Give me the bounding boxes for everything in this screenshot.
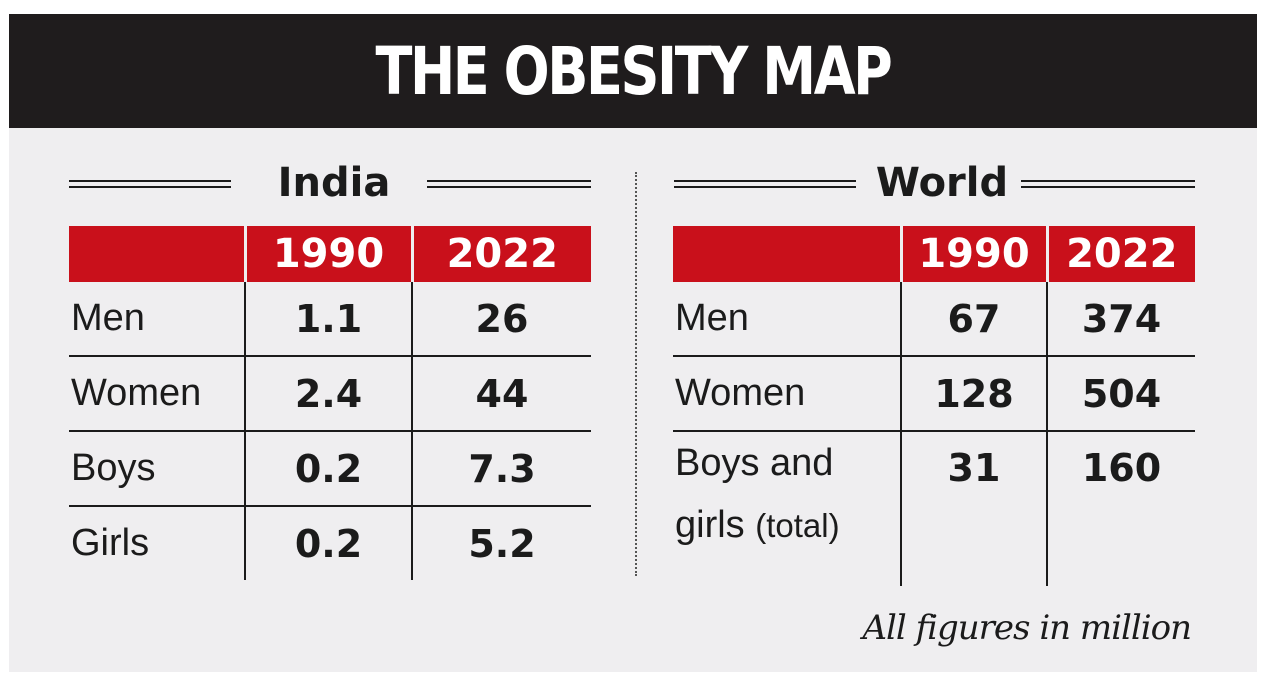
india-header-blank [69,226,245,282]
data-cell: 504 [1046,356,1195,432]
table-row: Women 128 504 [673,356,1195,432]
india-title-rule-left [69,180,231,188]
section-divider [635,172,637,576]
world-header-blank [673,226,901,282]
row-label: Women [69,356,245,432]
table-row: Men 1.1 26 [69,282,591,357]
india-section-title: India [277,160,391,206]
data-cell: 0.2 [244,506,412,580]
row-label: Boys [69,431,245,507]
world-section-title: World [875,160,1009,206]
row-label: Men [673,282,901,357]
india-table: 1990 2022 Men 1.1 26 Women 2.4 44 Boys 0… [69,226,591,580]
world-header-1990: 1990 [899,226,1047,282]
data-cell: 0.2 [244,431,412,507]
data-cell: 160 [1046,431,1195,586]
table-row: Girls 0.2 5.2 [69,506,591,580]
infographic-card: THE OBESITY MAP India World 1990 2022 Me… [9,14,1257,672]
row-label: Girls [71,522,150,564]
row-label: Boys and girls (total) [673,431,901,586]
data-cell: 128 [900,356,1047,432]
data-cell: 374 [1046,282,1195,357]
india-header-row: 1990 2022 [69,226,591,282]
data-cell: 1.1 [244,282,412,357]
title-banner: THE OBESITY MAP [9,14,1257,128]
row-label: Men [69,282,245,357]
table-row: Men 67 374 [673,282,1195,357]
row-label-line2: girls [675,504,745,546]
table-row: Boys and girls (total) 31 160 [673,431,1195,586]
data-cell: 26 [411,282,591,357]
data-cell: 31 [900,431,1047,586]
footnote: All figures in million [862,608,1192,648]
india-header-2022: 2022 [410,226,591,282]
world-table: 1990 2022 Men 67 374 Women 128 504 Boys … [673,226,1195,586]
row-label-suffix: (total) [755,507,840,544]
row-label: Women [673,356,901,432]
world-header-2022: 2022 [1045,226,1195,282]
world-title-rule-right [1021,180,1195,188]
india-header-1990: 1990 [243,226,412,282]
page-title: THE OBESITY MAP [375,32,893,110]
world-header-row: 1990 2022 [673,226,1195,282]
data-cell: 7.3 [411,431,591,507]
data-cell: 5.2 [411,506,591,580]
row-label-line1: Boys and [675,442,834,484]
data-cell: 2.4 [244,356,412,432]
table-row: Women 2.4 44 [69,356,591,432]
data-cell: 44 [411,356,591,432]
world-title-rule-left [674,180,856,188]
data-cell: 67 [900,282,1047,357]
table-row: Boys 0.2 7.3 [69,431,591,507]
india-title-rule-right [427,180,591,188]
